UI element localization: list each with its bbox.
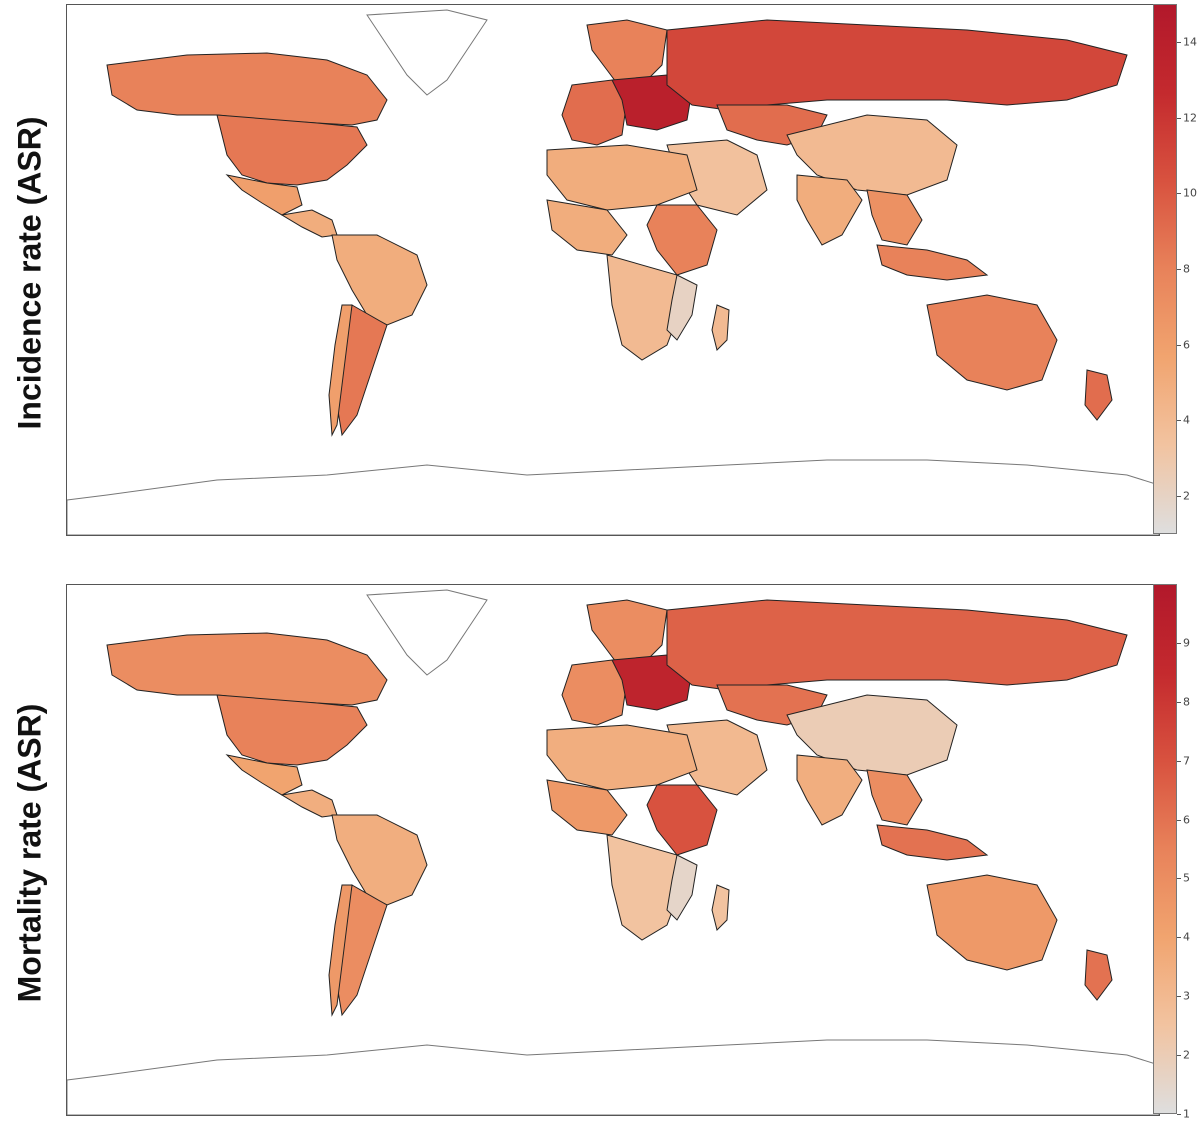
- region-chile: [328, 884, 353, 1017]
- colorbar-tick-label: 12: [1183, 111, 1197, 125]
- mortality-map: [66, 584, 1160, 1116]
- region-india: [796, 174, 863, 246]
- colorbar-tick-label: 2: [1183, 489, 1190, 503]
- region-east-africa: [646, 784, 718, 856]
- colorbar-tick: [1177, 1055, 1181, 1057]
- incidence-row-label: Incidence rate (ASR): [0, 0, 60, 545]
- colorbar-tick-label: 6: [1183, 338, 1190, 352]
- region-west-africa: [546, 779, 628, 836]
- colorbar-tick: [1177, 819, 1181, 821]
- region-madagascar: [711, 884, 730, 931]
- region-south-america: [331, 234, 428, 326]
- colorbar-tick: [1177, 760, 1181, 762]
- region-greenland: [366, 589, 488, 676]
- colorbar-tick: [1177, 701, 1181, 703]
- incidence-world-map: [67, 9, 1159, 535]
- mortality-colorbar: 1 2 3 4 5 6 7 8 9: [1153, 584, 1197, 1121]
- colorbar-tick: [1177, 496, 1181, 498]
- colorbar-tick-label: 10: [1183, 186, 1197, 200]
- colorbar-tick: [1177, 878, 1181, 880]
- colorbar-tick: [1177, 117, 1181, 119]
- colorbar-tick: [1177, 41, 1181, 43]
- colorbar-tick: [1177, 996, 1181, 998]
- region-mexico: [225, 174, 303, 216]
- region-mexico: [225, 754, 303, 796]
- region-canada: [106, 632, 388, 706]
- colorbar-tick-label: 6: [1183, 813, 1190, 827]
- region-mozambique: [666, 854, 698, 921]
- region-usa: [216, 694, 368, 766]
- colorbar-tick-label: 3: [1183, 989, 1190, 1003]
- region-antarctica: [67, 459, 1159, 535]
- region-new-zealand: [1084, 949, 1113, 1001]
- incidence-colorbar-gradient: [1153, 4, 1177, 534]
- mortality-world-map: [67, 589, 1159, 1115]
- mortality-colorbar-gradient: [1153, 584, 1177, 1114]
- region-antarctica: [67, 1039, 1159, 1115]
- region-india: [796, 754, 863, 826]
- incidence-colorbar: 2 4 6 8 10 12 14: [1153, 4, 1197, 534]
- colorbar-tick: [1177, 937, 1181, 939]
- region-russia: [666, 19, 1128, 111]
- mortality-row-label: Mortality rate (ASR): [0, 580, 60, 1125]
- region-canada: [106, 52, 388, 126]
- mortality-label-text: Mortality rate (ASR): [11, 703, 48, 1002]
- colorbar-tick-label: 14: [1183, 35, 1197, 49]
- incidence-panel: Incidence rate (ASR) 2 4 6 8 10 12 14: [0, 0, 1197, 545]
- region-indonesia: [876, 244, 989, 281]
- colorbar-tick-label: 5: [1183, 871, 1190, 885]
- colorbar-tick: [1177, 420, 1181, 422]
- region-south-america: [331, 814, 428, 906]
- colorbar-tick-label: 4: [1183, 930, 1190, 944]
- region-west-africa: [546, 199, 628, 256]
- incidence-map: [66, 4, 1160, 536]
- region-central-america: [280, 789, 338, 818]
- colorbar-tick: [1177, 193, 1181, 195]
- region-chile: [328, 304, 353, 437]
- region-greenland: [366, 9, 488, 96]
- region-new-zealand: [1084, 369, 1113, 421]
- colorbar-tick-label: 7: [1183, 754, 1190, 768]
- region-southeast-asia: [866, 769, 923, 826]
- region-china: [786, 694, 958, 776]
- region-east-africa: [646, 204, 718, 276]
- colorbar-tick-label: 8: [1183, 695, 1190, 709]
- colorbar-tick: [1177, 642, 1181, 644]
- region-madagascar: [711, 304, 730, 351]
- region-north-africa: [546, 144, 698, 211]
- region-southeast-asia: [866, 189, 923, 246]
- region-central-america: [280, 209, 338, 238]
- mortality-panel: Mortality rate (ASR) 1 2 3 4 5 6 7 8 9: [0, 580, 1197, 1125]
- region-usa: [216, 114, 368, 186]
- region-mozambique: [666, 274, 698, 341]
- region-australia: [926, 874, 1058, 971]
- colorbar-tick: [1177, 269, 1181, 270]
- region-north-africa: [546, 724, 698, 791]
- region-australia: [926, 294, 1058, 391]
- region-china: [786, 114, 958, 196]
- colorbar-tick-label: 8: [1183, 262, 1190, 276]
- region-indonesia: [876, 824, 989, 861]
- colorbar-tick-label: 1: [1183, 1107, 1190, 1121]
- incidence-label-text: Incidence rate (ASR): [11, 116, 48, 429]
- colorbar-tick-label: 4: [1183, 413, 1190, 427]
- colorbar-tick: [1177, 1114, 1181, 1115]
- colorbar-tick-label: 2: [1183, 1048, 1190, 1062]
- region-russia: [666, 599, 1128, 691]
- colorbar-tick: [1177, 344, 1181, 346]
- colorbar-tick-label: 9: [1183, 636, 1190, 650]
